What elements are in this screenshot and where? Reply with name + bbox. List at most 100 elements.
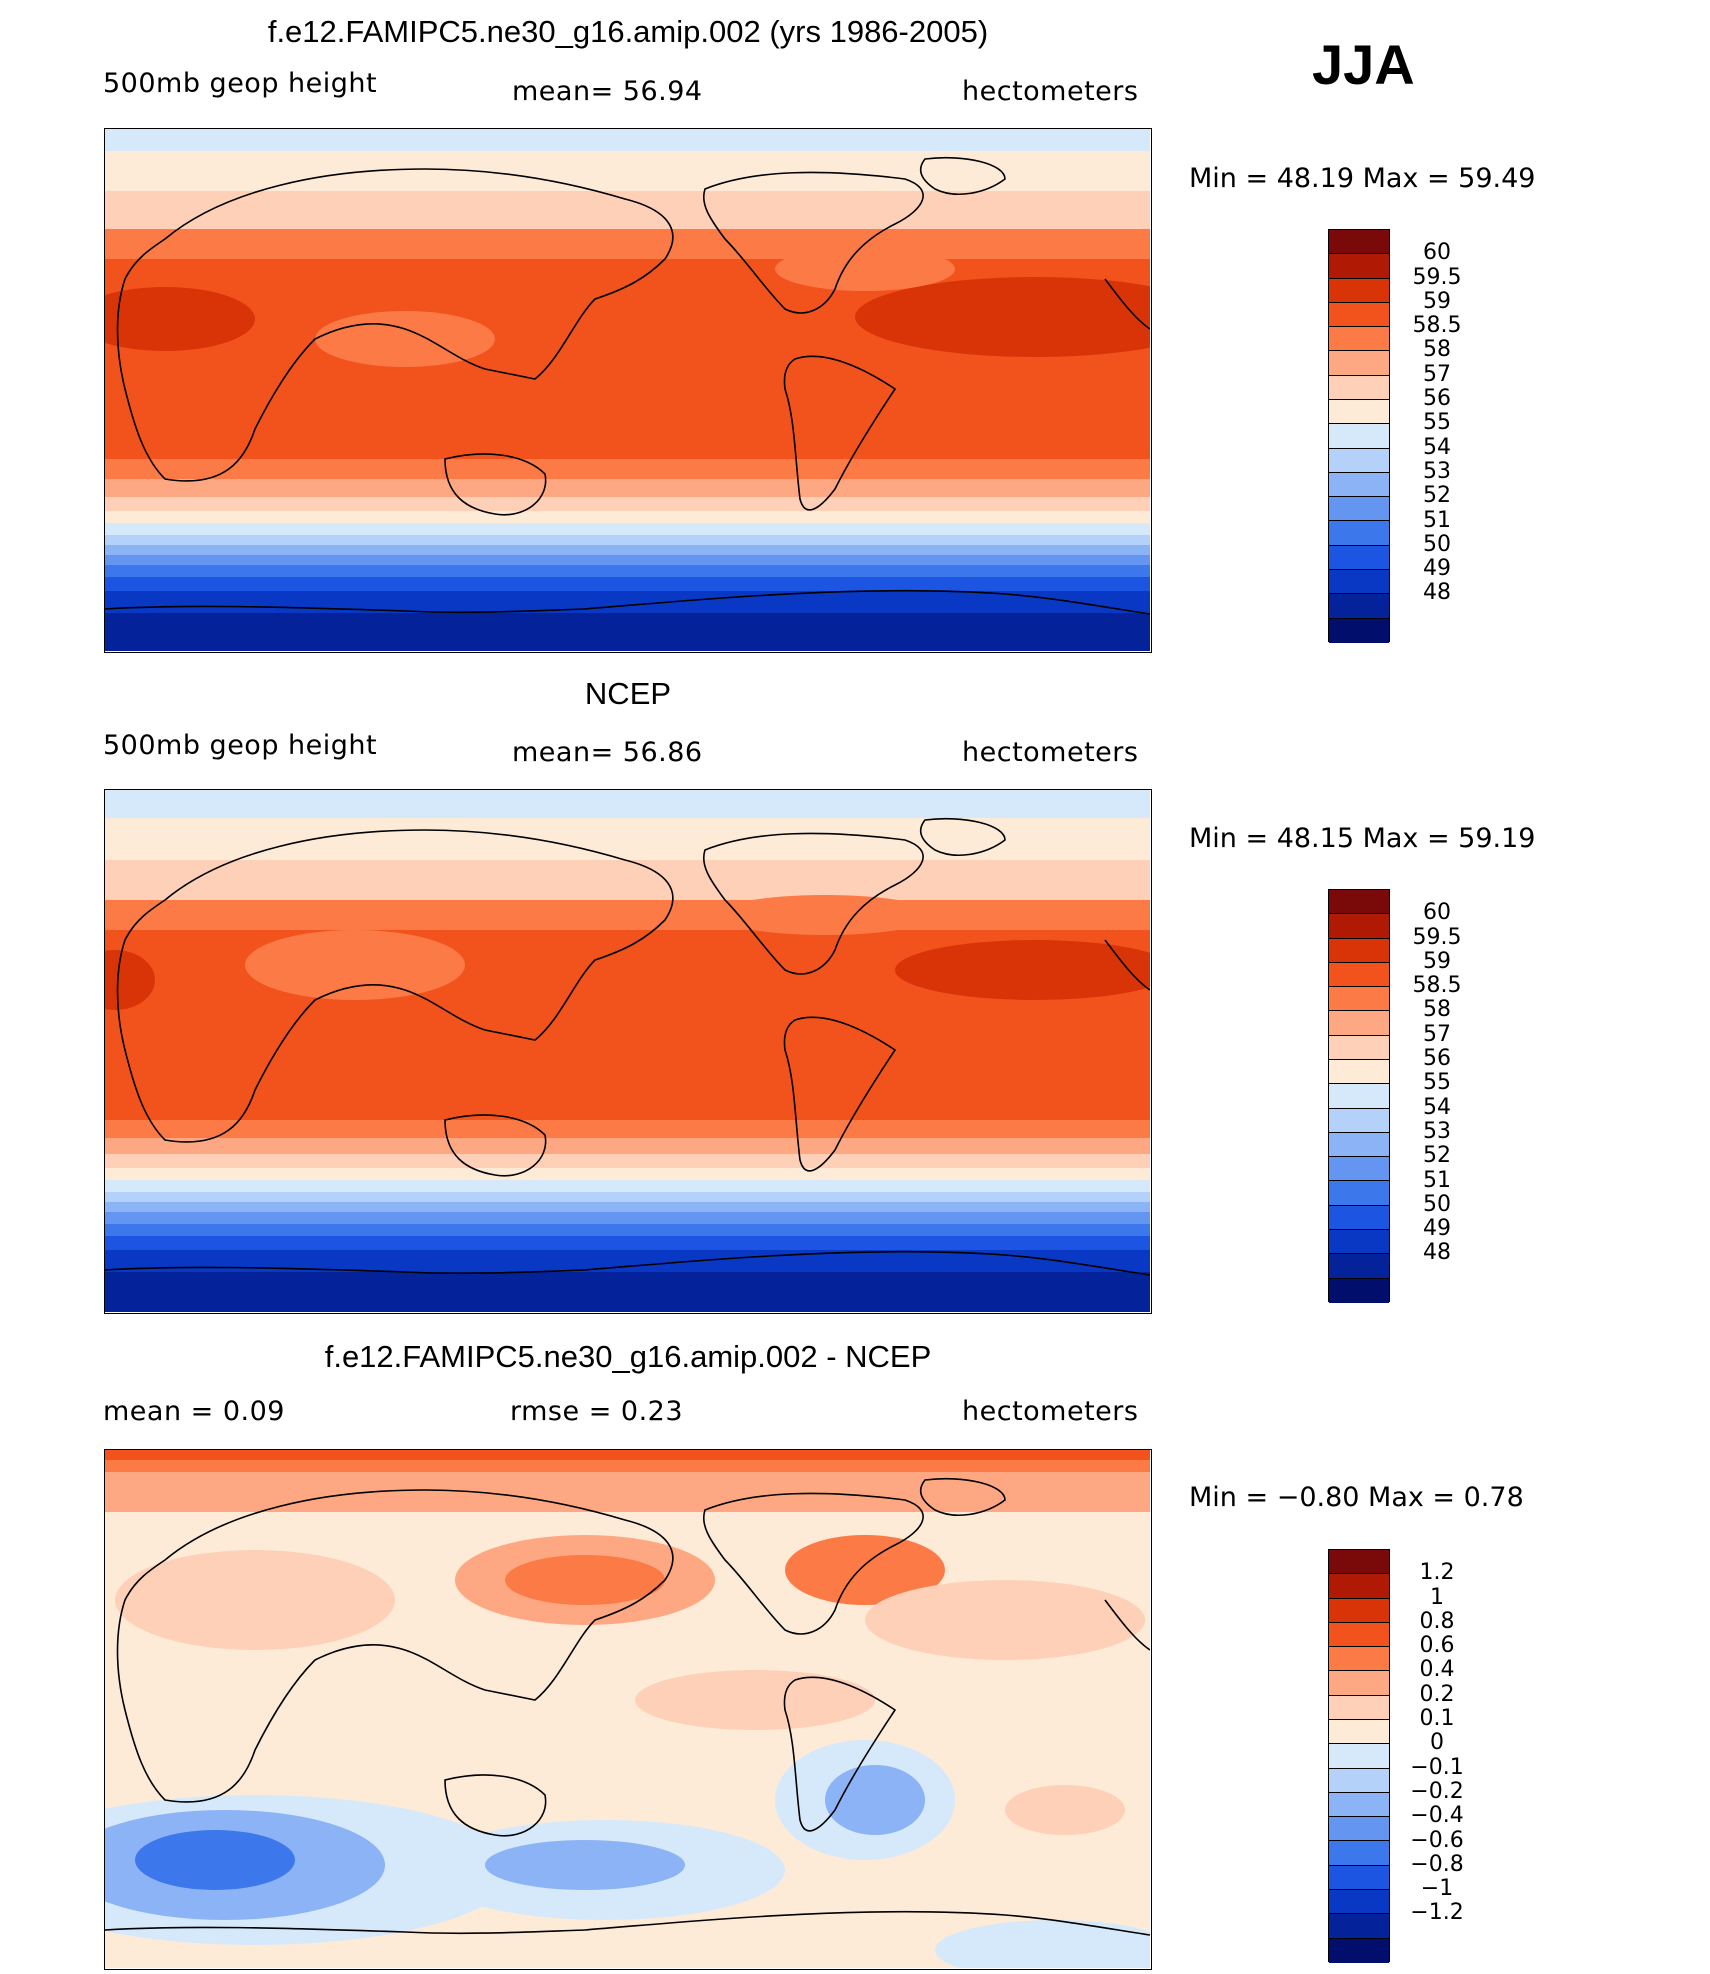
colorbar-cell bbox=[1329, 1574, 1389, 1599]
colorbar-cell bbox=[1329, 472, 1389, 498]
colorbar-cell bbox=[1329, 1229, 1389, 1255]
panel2-units-label: hectometers bbox=[962, 737, 1139, 768]
colorbar-tick-label: 55 bbox=[1423, 410, 1451, 436]
colorbar-cell bbox=[1329, 1671, 1389, 1696]
colorbar-tick-label: 56 bbox=[1423, 386, 1451, 412]
colorbar-cell bbox=[1329, 1817, 1389, 1842]
colorbar-tick-label: 1.2 bbox=[1419, 1560, 1455, 1586]
colorbar-tick-label: 0.4 bbox=[1419, 1657, 1455, 1683]
panel3-colorbar-ticks: 1.2 1 0.8 0.6 0.4 0.2 0.1 0 −0.1 −0.2 −0.4 −0.6 −0.8… bbox=[1402, 1549, 1502, 1962]
colorbar-cell bbox=[1329, 1647, 1389, 1672]
colorbar-tick-label: 48 bbox=[1423, 580, 1451, 606]
colorbar-cell bbox=[1329, 987, 1389, 1012]
colorbar-cell bbox=[1329, 618, 1389, 643]
colorbar-cell bbox=[1329, 1598, 1389, 1623]
panel3-title: f.e12.FAMIPC5.ne30_g16.amip.002 - NCEP bbox=[324, 1339, 932, 1374]
colorbar-cell bbox=[1329, 1695, 1389, 1720]
colorbar-cell bbox=[1329, 254, 1389, 279]
colorbar-cell bbox=[1329, 375, 1389, 400]
colorbar-tick-label: 53 bbox=[1423, 458, 1451, 484]
colorbar-tick-label: 51 bbox=[1423, 507, 1451, 533]
colorbar-cell bbox=[1329, 545, 1389, 570]
colorbar-tick-label: −1.2 bbox=[1410, 1900, 1464, 1926]
colorbar-tick-label: 51 bbox=[1423, 1167, 1451, 1193]
colorbar-cell bbox=[1329, 1865, 1389, 1890]
panel2-variable-label: 500mb geop height bbox=[103, 730, 378, 761]
colorbar-cell bbox=[1329, 1792, 1389, 1818]
colorbar-tick-label: 52 bbox=[1423, 1143, 1451, 1169]
colorbar-tick-label: −0.6 bbox=[1410, 1827, 1464, 1853]
colorbar-tick-label: 54 bbox=[1423, 1094, 1451, 1120]
panel2-title: NCEP bbox=[584, 676, 672, 711]
colorbar-tick-label: 59 bbox=[1423, 288, 1451, 314]
colorbar-cell bbox=[1329, 230, 1389, 255]
colorbar-cell bbox=[1329, 327, 1389, 352]
colorbar-tick-label: 52 bbox=[1423, 483, 1451, 509]
colorbar-tick-label: 60 bbox=[1423, 900, 1451, 926]
colorbar-cell bbox=[1329, 302, 1389, 328]
panel1-colorbar bbox=[1328, 229, 1390, 643]
colorbar-tick-label: 58 bbox=[1423, 337, 1451, 363]
colorbar-tick-label: −0.1 bbox=[1410, 1754, 1464, 1780]
colorbar-tick-label: 49 bbox=[1423, 556, 1451, 582]
panel1-units-label: hectometers bbox=[962, 76, 1139, 107]
colorbar-cell bbox=[1329, 1889, 1389, 1915]
colorbar-cell bbox=[1329, 594, 1389, 619]
colorbar-cell bbox=[1329, 1550, 1389, 1575]
panel2-min-max: Min = 48.15 Max = 59.19 bbox=[1189, 823, 1536, 854]
colorbar-tick-label: 54 bbox=[1423, 434, 1451, 460]
panel1-title: f.e12.FAMIPC5.ne30_g16.amip.002 (yrs 198… bbox=[267, 14, 989, 49]
colorbar-tick-label: 0.8 bbox=[1419, 1608, 1455, 1634]
colorbar-tick-label: 59.5 bbox=[1412, 264, 1462, 290]
colorbar-cell bbox=[1329, 1914, 1389, 1939]
colorbar-tick-label: 0 bbox=[1430, 1730, 1444, 1756]
panel2-map bbox=[104, 789, 1152, 1314]
colorbar-tick-label: 59.5 bbox=[1412, 924, 1462, 950]
colorbar-cell bbox=[1329, 890, 1389, 915]
colorbar-tick-label: 49 bbox=[1423, 1216, 1451, 1242]
colorbar-cell bbox=[1329, 1181, 1389, 1206]
colorbar-cell bbox=[1329, 962, 1389, 988]
colorbar-tick-label: 50 bbox=[1423, 531, 1451, 557]
colorbar-cell bbox=[1329, 1059, 1389, 1085]
colorbar-cell bbox=[1329, 448, 1389, 473]
colorbar-tick-label: 0.6 bbox=[1419, 1633, 1455, 1659]
colorbar-tick-label: 57 bbox=[1423, 1021, 1451, 1047]
panel3-colorbar bbox=[1328, 1549, 1390, 1963]
panel3-min-max: Min = −0.80 Max = 0.78 bbox=[1189, 1482, 1524, 1513]
colorbar-tick-label: 48 bbox=[1423, 1240, 1451, 1266]
colorbar-tick-label: −0.4 bbox=[1410, 1803, 1464, 1829]
colorbar-cell bbox=[1329, 1108, 1389, 1133]
colorbar-cell bbox=[1329, 569, 1389, 595]
colorbar-tick-label: 53 bbox=[1423, 1118, 1451, 1144]
panel3-mean-label: mean = 0.09 bbox=[103, 1396, 285, 1427]
panel3-units-label: hectometers bbox=[962, 1396, 1139, 1427]
panel3-rmse-label: rmse = 0.23 bbox=[510, 1396, 684, 1427]
colorbar-cell bbox=[1329, 1622, 1389, 1648]
colorbar-cell bbox=[1329, 497, 1389, 522]
colorbar-tick-label: 50 bbox=[1423, 1191, 1451, 1217]
colorbar-cell bbox=[1329, 521, 1389, 546]
colorbar-cell bbox=[1329, 1768, 1389, 1793]
colorbar-cell bbox=[1329, 1938, 1389, 1963]
colorbar-cell bbox=[1329, 938, 1389, 963]
colorbar-cell bbox=[1329, 278, 1389, 303]
panel1-colorbar-ticks: 60 59.5 59 58.5 58 57 56 55 54 53 52 51 50 49 48 bbox=[1402, 229, 1502, 642]
panel2-colorbar bbox=[1328, 889, 1390, 1303]
colorbar-cell bbox=[1329, 1035, 1389, 1060]
colorbar-cell bbox=[1329, 1744, 1389, 1769]
colorbar-tick-label: −0.8 bbox=[1410, 1851, 1464, 1877]
colorbar-tick-label: 57 bbox=[1423, 361, 1451, 387]
colorbar-tick-label: 58.5 bbox=[1412, 313, 1462, 339]
colorbar-tick-label: 1 bbox=[1430, 1584, 1444, 1610]
colorbar-cell bbox=[1329, 1841, 1389, 1866]
season-label: JJA bbox=[1312, 33, 1415, 96]
panel1-map bbox=[104, 128, 1152, 653]
colorbar-cell bbox=[1329, 1254, 1389, 1279]
panel1-mean-label: mean= 56.94 bbox=[512, 76, 703, 107]
colorbar-tick-label: −1 bbox=[1420, 1876, 1454, 1902]
colorbar-cell bbox=[1329, 1084, 1389, 1109]
colorbar-cell bbox=[1329, 1157, 1389, 1182]
panel2-colorbar-ticks: 60 59.5 59 58.5 58 57 56 55 54 53 52 51 50 49 48 bbox=[1402, 889, 1502, 1302]
colorbar-tick-label: 0.2 bbox=[1419, 1681, 1455, 1707]
